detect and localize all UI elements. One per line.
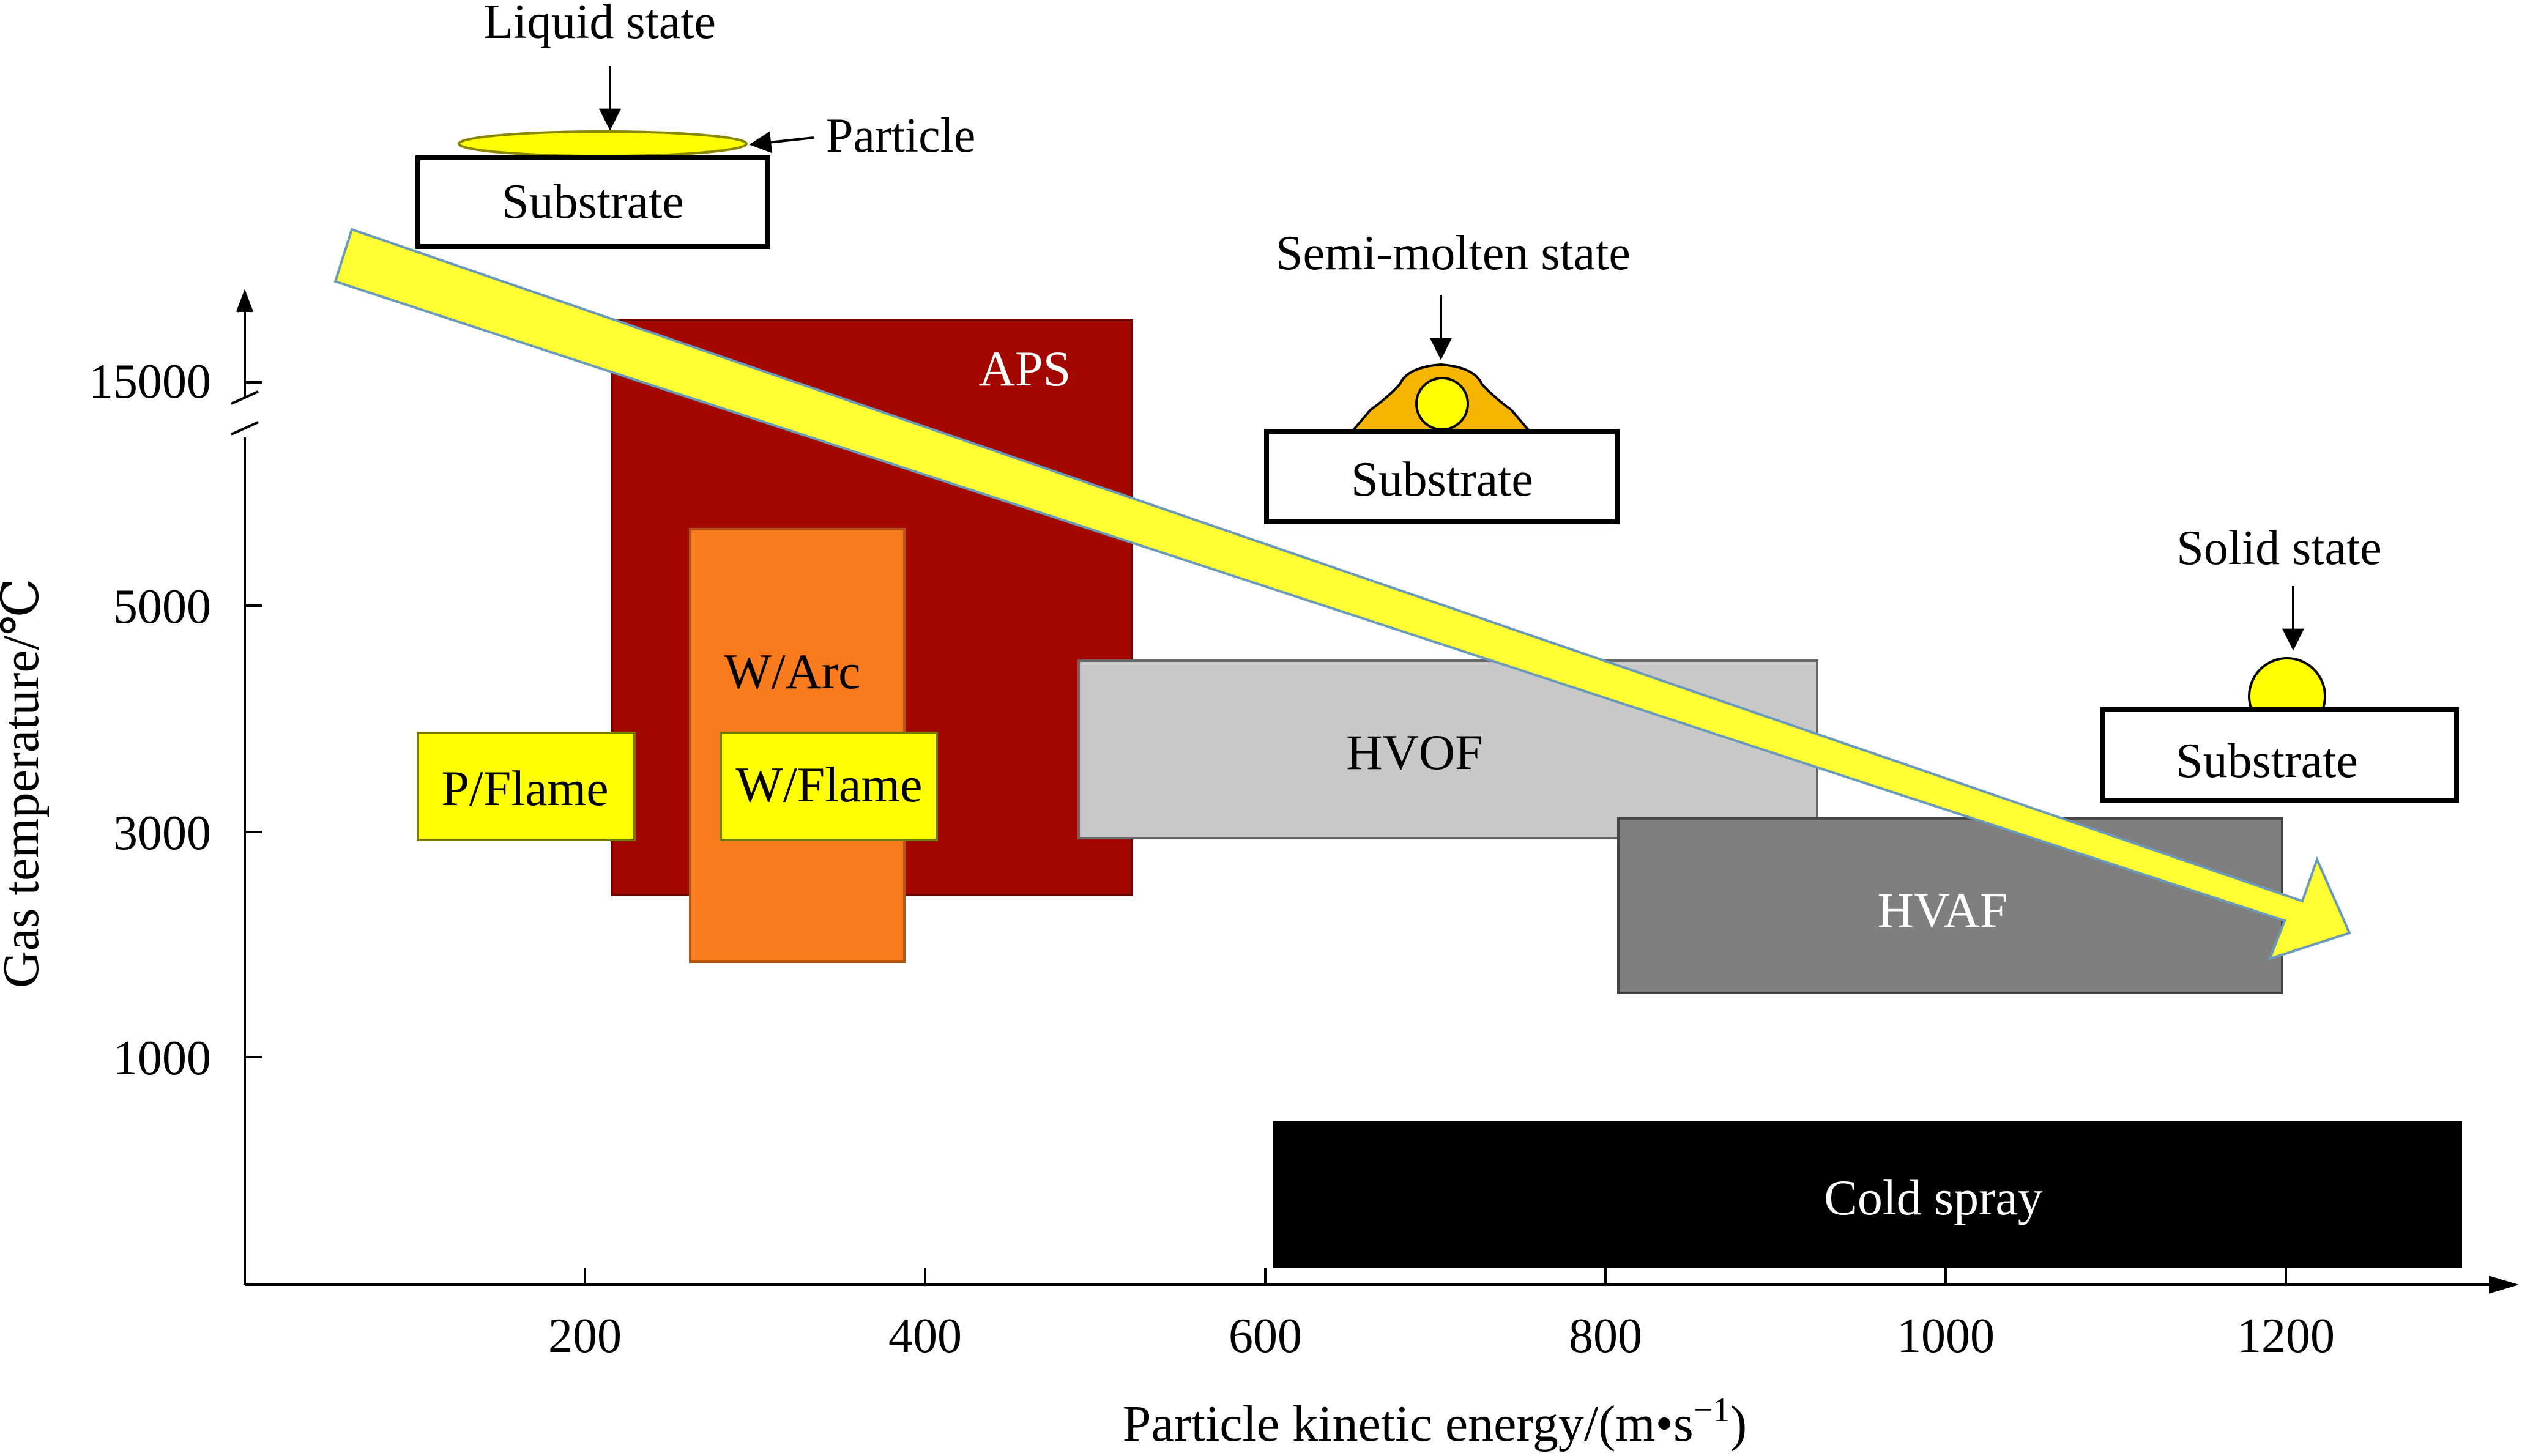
w-flame-label: W/Flame <box>735 757 922 812</box>
w-arc-label: W/Arc <box>724 644 860 699</box>
solid-state-inset: Solid state Substrate <box>2100 521 2459 803</box>
x-axis-arrowhead <box>2489 1276 2519 1294</box>
semi-molten-inset: Semi-molten state Substrate <box>1264 226 1631 524</box>
p-flame-label: P/Flame <box>441 760 608 816</box>
axis-break-mark-1 <box>231 390 259 405</box>
y-tick-labels: 15000 5000 3000 1000 <box>89 355 211 1085</box>
x-tick-label: 400 <box>888 1309 962 1363</box>
w-flame-region <box>720 732 938 841</box>
x-tick-label: 200 <box>548 1309 622 1363</box>
x-tick-label: 1200 <box>2237 1309 2335 1363</box>
semi-substrate-label: Substrate <box>1351 453 1533 507</box>
y-tick-label: 5000 <box>113 580 211 634</box>
cold-spray-label: Cold spray <box>1824 1170 2043 1225</box>
x-tick-label: 800 <box>1569 1309 1642 1363</box>
trend-arrow <box>333 228 2351 961</box>
x-tick-label: 600 <box>1229 1309 1302 1363</box>
particle-label: Particle <box>826 109 975 163</box>
semi-molten-title: Semi-molten state <box>1276 226 1631 280</box>
particle-pointer <box>749 131 814 154</box>
solid-state-title: Solid state <box>2176 521 2382 575</box>
liquid-state-title: Liquid state <box>483 0 716 49</box>
x-tick-label: 1000 <box>1897 1309 1995 1363</box>
y-tick-label: 15000 <box>89 355 211 409</box>
solid-substrate <box>2100 707 2459 803</box>
hvaf-label: HVAF <box>1878 882 2008 938</box>
x-axis-title: Particle kinetic energy/(m•s−1) <box>1123 1391 1747 1452</box>
y-axis-arrowhead <box>236 289 253 313</box>
process-labels: APS W/Arc P/Flame W/Flame HVOF HVAF Cold… <box>441 341 2042 1225</box>
particle-splat <box>458 130 748 157</box>
axis-break-mark-2 <box>231 421 259 436</box>
liquid-substrate <box>415 155 770 249</box>
semi-substrate <box>1264 429 1620 524</box>
cold-spray-region <box>1273 1121 2462 1268</box>
liquid-substrate-label: Substrate <box>502 175 684 229</box>
liquid-state-inset: Liquid state Particle Substrate <box>415 0 975 249</box>
aps-label: APS <box>979 341 1071 396</box>
semi-molten-core <box>1415 377 1469 431</box>
x-tick-labels: 200 400 600 800 1000 1200 <box>548 1309 2335 1363</box>
y-axis-title: Gas temperature/℃ <box>0 578 50 988</box>
hvof-region <box>1077 659 1818 839</box>
y-tick-label: 1000 <box>113 1031 211 1085</box>
process-regions <box>417 319 2462 1268</box>
x-ticks <box>584 1268 2287 1285</box>
y-tick-label: 3000 <box>113 806 211 860</box>
solid-substrate-label: Substrate <box>2176 734 2358 788</box>
p-flame-region <box>417 732 636 841</box>
axes <box>231 289 2519 1294</box>
hvof-label: HVOF <box>1346 724 1482 780</box>
hvaf-region <box>1617 817 2283 994</box>
